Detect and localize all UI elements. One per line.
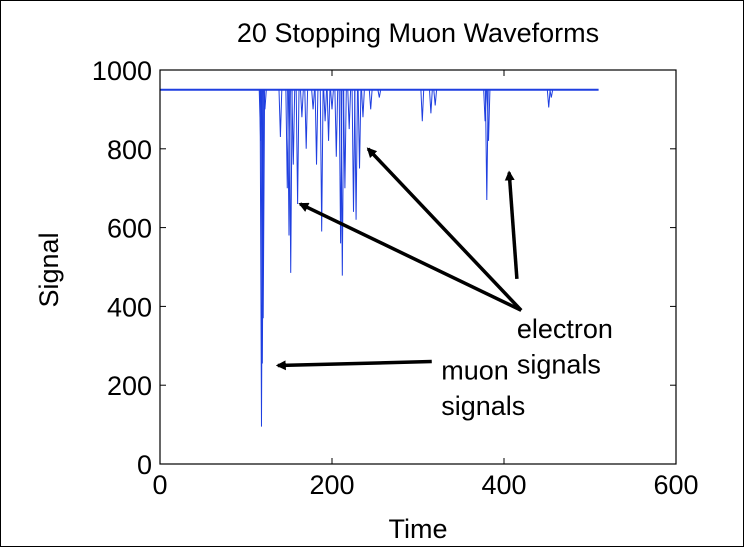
y-axis-label: Signal: [34, 232, 64, 307]
waveform-dip: [377, 89, 382, 98]
waveform-dip: [323, 89, 328, 122]
waveform-dip: [486, 89, 491, 141]
waveform-dip: [420, 89, 425, 122]
annotation-text: electron: [517, 314, 613, 344]
chart-title: 20 Stopping Muon Waveforms: [237, 18, 599, 48]
plot-area: [160, 88, 599, 427]
annotation-arrow: [298, 202, 522, 312]
y-tick-label: 600: [107, 214, 152, 244]
waveform-dip: [261, 89, 266, 319]
waveform-dip: [549, 89, 554, 98]
y-tick-label: 1000: [92, 56, 152, 86]
waveform-dip: [354, 89, 358, 220]
waveform-dip: [326, 89, 331, 141]
annotation-arrow: [504, 170, 519, 279]
tick-layer: 0 200 400 600 0 200 400 600 800 1000: [92, 56, 699, 500]
waveform-dip: [330, 89, 334, 110]
annotation-text: muon: [441, 355, 509, 385]
waveform-dip: [433, 89, 438, 106]
waveform-dip: [295, 89, 300, 204]
x-tick-label: 600: [653, 470, 698, 500]
waveform-dip: [334, 89, 339, 157]
annotation-text: signals: [517, 349, 601, 379]
annotation-arrow: [366, 147, 523, 312]
x-axis-label: Time: [389, 514, 448, 544]
y-tick-label: 0: [137, 450, 152, 480]
waveform-dip: [260, 89, 265, 364]
waveform-dip: [546, 89, 551, 108]
y-tick-label: 800: [107, 135, 152, 165]
waveform-dip: [319, 89, 324, 232]
waveform-dip: [288, 89, 293, 273]
waveform-dip: [351, 89, 356, 212]
waveform-dip: [314, 89, 319, 165]
waveform-dip: [263, 89, 267, 110]
waveform-dip: [429, 89, 433, 114]
waveform-dip: [278, 89, 283, 137]
annotation-arrow: [275, 359, 432, 371]
axes-box: [159, 69, 677, 465]
waveform-dip: [340, 89, 345, 276]
x-tick-label: 0: [152, 470, 167, 500]
waveform-dip: [300, 89, 304, 118]
waveform-dip: [361, 89, 365, 118]
annotation-layer: muon signals electron signals: [275, 147, 613, 421]
y-tick-label: 400: [107, 292, 152, 322]
waveform-dip: [343, 89, 347, 189]
waveform-dip: [258, 89, 263, 141]
waveform-dip: [291, 89, 296, 165]
waveform-dip: [357, 89, 362, 169]
x-tick-label: 200: [309, 470, 354, 500]
waveform-dip: [311, 89, 315, 110]
x-tick-label: 400: [481, 470, 526, 500]
waveform-dip: [347, 89, 352, 130]
waveform-dip: [368, 89, 373, 110]
annotation-text: signals: [441, 391, 525, 421]
y-tick-label: 200: [107, 371, 152, 401]
waveform-dip: [304, 89, 309, 149]
